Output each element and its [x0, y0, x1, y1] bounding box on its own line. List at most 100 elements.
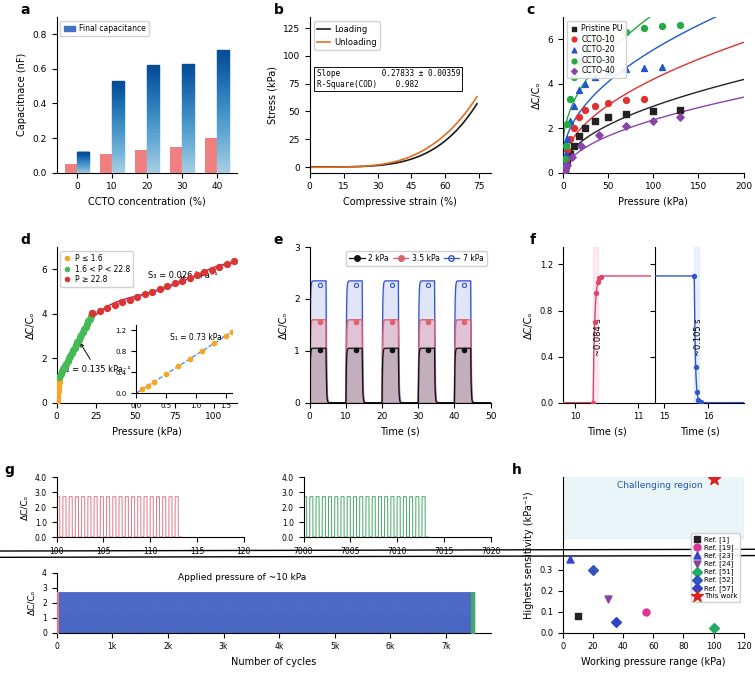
Loading — [325, 163, 334, 171]
Bar — [112, 90, 125, 91]
Bar — [112, 150, 125, 152]
CCTO-20 — [573, 85, 585, 96]
CCTO-30 — [656, 21, 668, 31]
Point — [53, 371, 65, 382]
Bar — [147, 90, 159, 91]
Bar — [182, 70, 194, 72]
Bar — [147, 98, 159, 99]
Bar — [147, 122, 159, 123]
Bar — [217, 133, 230, 134]
Bar — [147, 77, 159, 79]
CCTO-20 — [568, 101, 580, 111]
Unloading — [473, 92, 482, 101]
Point — [214, 261, 226, 272]
Bar — [112, 111, 125, 112]
Loading — [371, 161, 381, 170]
Bar — [112, 96, 125, 97]
Bar — [147, 104, 159, 105]
CCTO-20 — [559, 157, 571, 168]
Bar — [112, 167, 125, 168]
Bar — [182, 91, 194, 92]
Bar — [182, 153, 194, 155]
Text: b: b — [273, 3, 283, 17]
Bar — [147, 67, 159, 68]
Bar — [147, 171, 159, 172]
Bar — [112, 155, 125, 157]
Bar — [147, 144, 159, 146]
Bar — [695, 247, 699, 403]
Bar — [217, 156, 230, 157]
Text: Slope         0.27833 ± 0.00359
R-Square(COD)    0.982: Slope 0.27833 ± 0.00359 R-Square(COD) 0.… — [316, 69, 460, 89]
Bar — [182, 150, 194, 152]
Bar — [217, 82, 230, 83]
Bar — [182, 116, 194, 117]
Point — [56, 366, 68, 377]
Point — [689, 361, 701, 372]
Bar — [217, 135, 230, 137]
Bar — [182, 66, 194, 68]
Bar — [112, 114, 125, 116]
Bar — [182, 117, 194, 118]
Bar — [182, 118, 194, 120]
Bar — [112, 88, 125, 89]
Bar — [147, 114, 159, 115]
CCTO-30 — [559, 140, 572, 151]
Bar — [147, 101, 159, 102]
X-axis label: Pressure (kPa): Pressure (kPa) — [618, 197, 689, 207]
Bar — [112, 124, 125, 126]
Point — [51, 393, 63, 404]
Point — [86, 308, 98, 319]
CCTO-20 — [562, 134, 574, 145]
Bar — [182, 164, 194, 166]
Unloading — [367, 161, 376, 170]
Bar — [182, 102, 194, 103]
Loading — [427, 146, 436, 155]
Bar — [217, 83, 230, 86]
Bar — [217, 101, 230, 102]
Text: d: d — [20, 233, 30, 247]
Bar — [217, 70, 230, 71]
Bar — [147, 167, 159, 168]
Line: Unloading: Unloading — [310, 96, 477, 168]
Bar — [217, 76, 230, 77]
Bar — [147, 155, 159, 157]
Pristine PU — [559, 160, 572, 171]
Pristine PU — [564, 148, 576, 159]
Bar — [182, 73, 194, 75]
CCTO-30 — [588, 36, 600, 47]
Bar — [182, 105, 194, 106]
Bar — [182, 155, 194, 156]
Pristine PU — [559, 163, 571, 174]
Bar — [147, 139, 159, 140]
Bar — [147, 147, 159, 148]
Bar — [112, 126, 125, 127]
Bar — [217, 151, 230, 153]
Bar — [147, 116, 159, 118]
Bar — [112, 95, 125, 96]
Bar — [182, 127, 194, 128]
Loading — [411, 154, 420, 162]
Bar — [112, 103, 125, 104]
Bar — [147, 70, 159, 71]
Bar — [112, 99, 125, 101]
Legend: Pristine PU, CCTO-10, CCTO-20, CCTO-30, CCTO-40: Pristine PU, CCTO-10, CCTO-20, CCTO-30, … — [567, 21, 626, 78]
Bar — [182, 83, 194, 84]
Bar — [112, 116, 125, 118]
Bar — [112, 142, 125, 143]
CCTO-10 — [620, 95, 632, 106]
Ref. [52] — [587, 564, 599, 575]
Bar — [217, 119, 230, 120]
Unloading — [406, 153, 415, 161]
Bar — [147, 91, 159, 92]
Legend: P ≤ 1.6, 1.6 < P < 22.8, P ≥ 22.8: P ≤ 1.6, 1.6 < P < 22.8, P ≥ 22.8 — [60, 251, 134, 287]
Bar — [112, 158, 125, 159]
Bar — [217, 163, 230, 165]
Point — [81, 319, 93, 330]
Bar — [182, 77, 194, 79]
Bar — [182, 80, 194, 81]
Bar — [182, 167, 194, 168]
Bar — [112, 160, 125, 161]
Point — [86, 308, 98, 319]
Point — [60, 358, 72, 369]
Bar — [112, 87, 125, 88]
